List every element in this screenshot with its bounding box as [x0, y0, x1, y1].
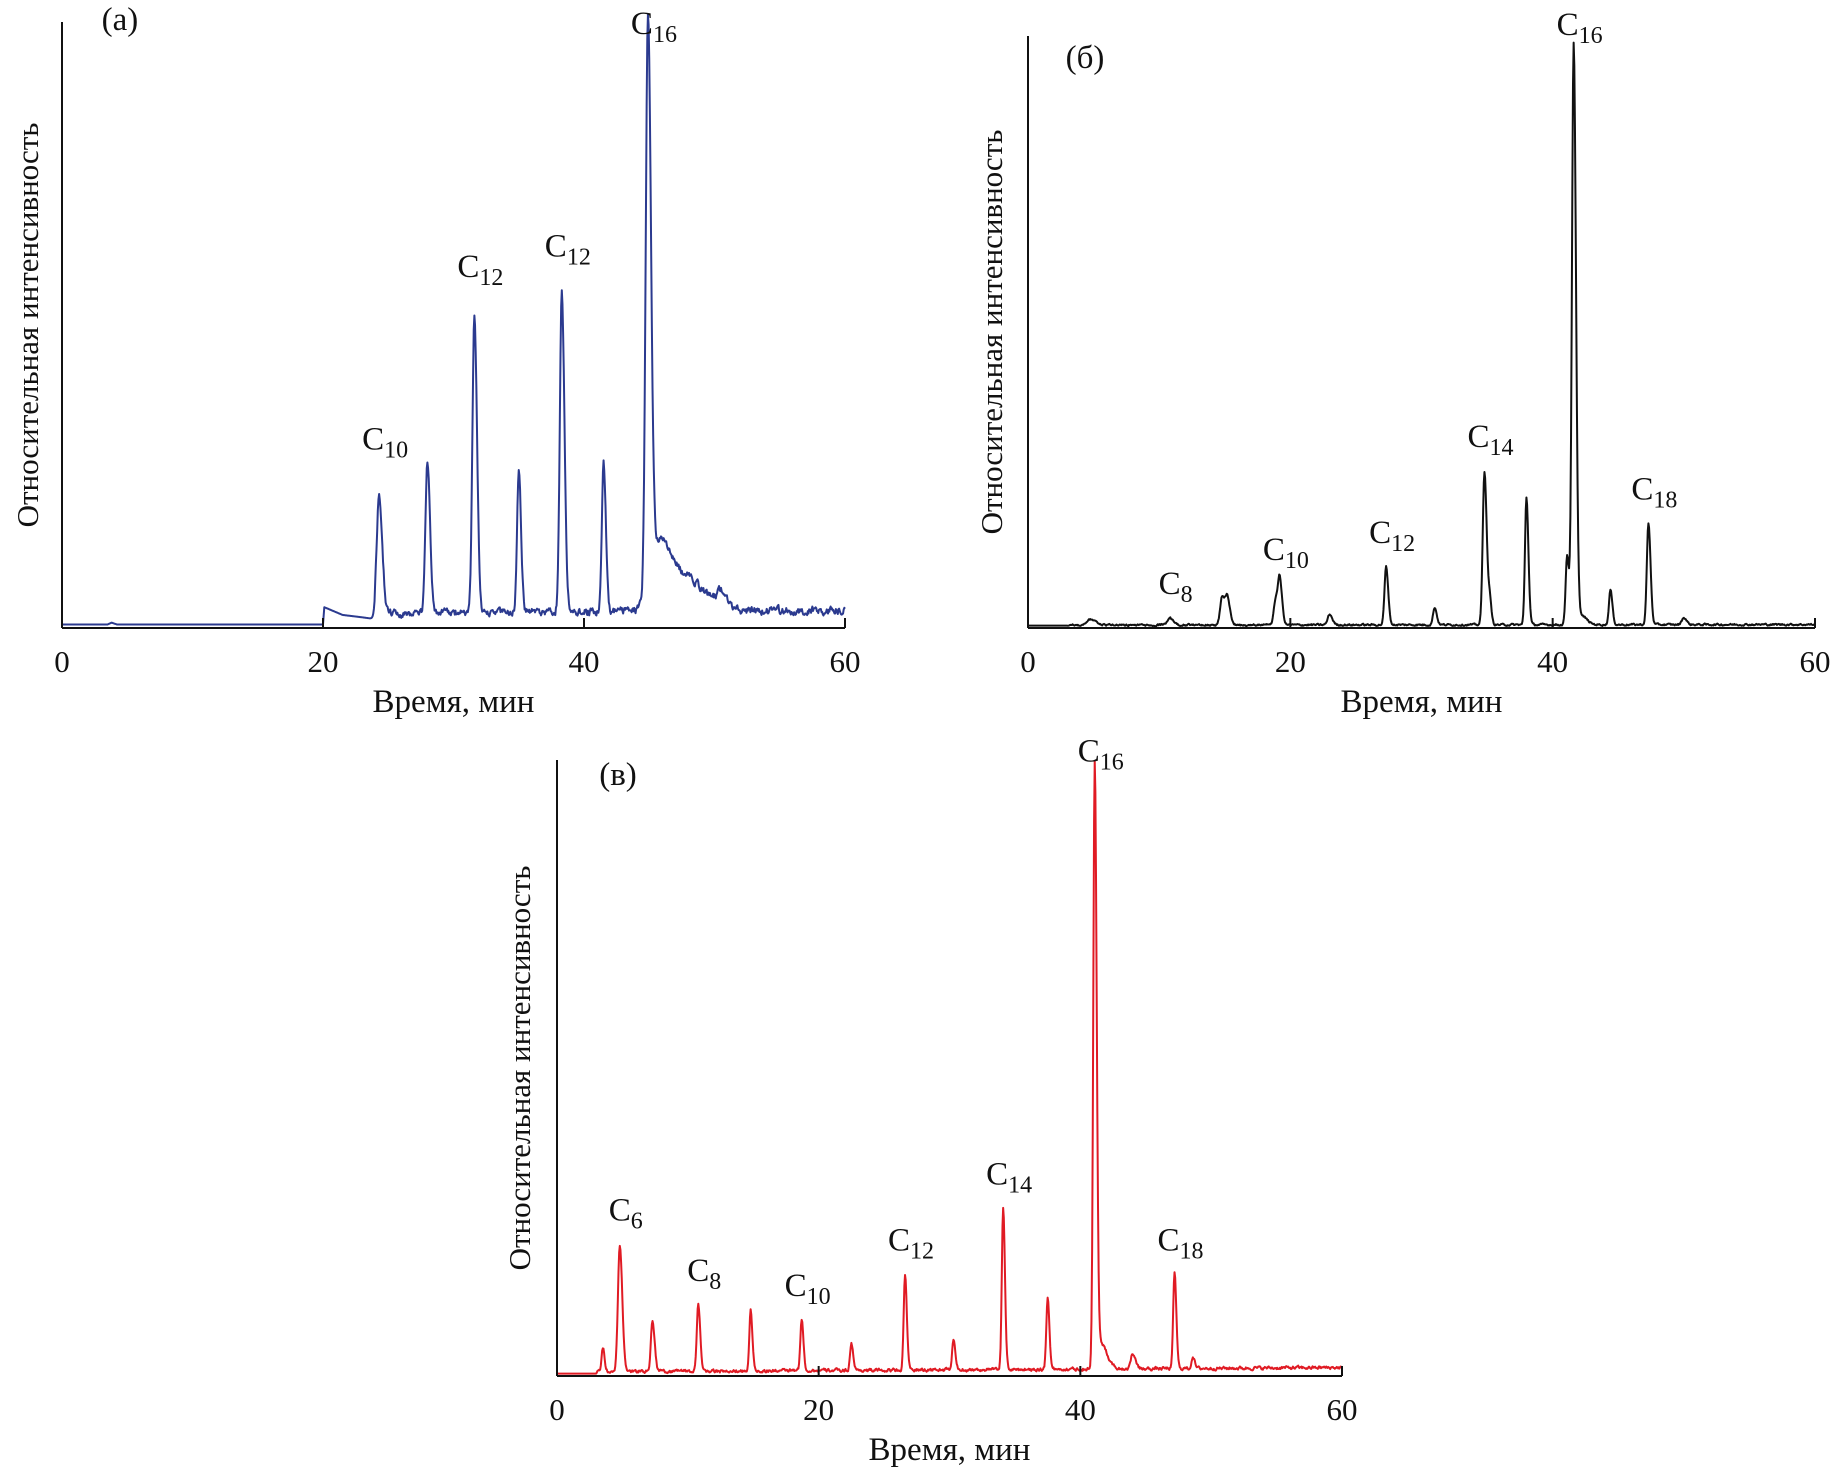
x-tick-label: 20 [803, 1392, 834, 1427]
x-tick-label: 20 [308, 644, 339, 679]
peak-label: C12 [545, 228, 591, 270]
y-axis-label: Относительная интенсивность [10, 123, 45, 528]
x-tick-label: 60 [1800, 644, 1831, 679]
panel-label: (в) [599, 757, 637, 793]
peak-label: C18 [1631, 471, 1677, 513]
peak-label: C10 [1263, 532, 1309, 574]
x-tick-label: 0 [54, 644, 70, 679]
x-axis-label: Время, мин [373, 684, 535, 720]
peak-label: C10 [785, 1268, 831, 1310]
x-tick-label: 20 [1275, 644, 1306, 679]
y-axis-label: Относительная интенсивность [502, 866, 537, 1271]
peak-label: C16 [1078, 733, 1124, 775]
panel-label: (a) [102, 2, 139, 38]
x-tick-label: 40 [1065, 1392, 1096, 1427]
peak-label: C8 [1159, 566, 1193, 608]
chart-panel-1: 0 20 40 60 Время, мин Относительная интенсивн… [10, 2, 861, 720]
x-tick-label: 60 [830, 644, 861, 679]
peak-label: C10 [362, 421, 408, 463]
peak-label: C12 [888, 1223, 934, 1265]
peak-label: C8 [687, 1253, 721, 1295]
chart-panel-3: 0 20 40 60 Время, мин Относительная интенсивн… [502, 733, 1358, 1468]
peak-label: C16 [1557, 7, 1603, 49]
x-axis-label: Время, мин [1341, 684, 1503, 720]
x-tick-label: 0 [549, 1392, 565, 1427]
peak-label: C6 [609, 1193, 643, 1235]
x-tick-label: 0 [1020, 644, 1036, 679]
peak-label: C18 [1158, 1223, 1204, 1265]
signal-trace [556, 760, 1343, 1375]
chart-panel-2: 0 20 40 60 Время, мин Относительная интенсивн… [974, 7, 1831, 720]
peak-label: C14 [986, 1156, 1032, 1198]
x-axis-label: Время, мин [869, 1432, 1031, 1468]
signal-trace [61, 13, 846, 626]
x-tick-label: 60 [1327, 1392, 1358, 1427]
x-tick-label: 40 [569, 644, 600, 679]
signal-trace [1027, 41, 1816, 628]
peak-label: C12 [1369, 515, 1415, 557]
x-tick-label: 40 [1537, 644, 1568, 679]
peak-label: C12 [457, 249, 503, 291]
peak-label: C14 [1467, 419, 1513, 461]
panel-label: (б) [1066, 40, 1105, 76]
y-axis-label: Относительная интенсивность [974, 130, 1009, 535]
peak-label: C16 [631, 6, 677, 48]
